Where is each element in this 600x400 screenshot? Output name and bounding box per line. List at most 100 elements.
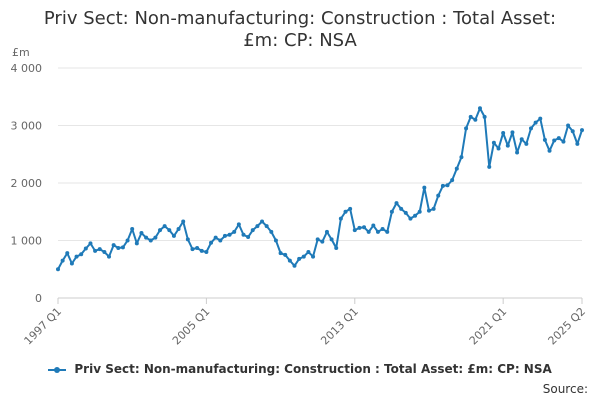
- data-point: [459, 155, 464, 160]
- data-point: [487, 164, 492, 169]
- data-point: [56, 267, 60, 272]
- data-point: [496, 146, 501, 151]
- data-point: [83, 246, 88, 251]
- data-point: [107, 254, 112, 259]
- data-point: [171, 233, 176, 238]
- data-point: [371, 223, 376, 228]
- data-point: [403, 210, 408, 215]
- data-point: [334, 245, 339, 250]
- data-point: [561, 139, 566, 144]
- data-point: [195, 245, 200, 250]
- data-point: [380, 227, 385, 231]
- data-point: [301, 254, 306, 259]
- data-point: [227, 232, 232, 237]
- data-point: [566, 123, 571, 128]
- data-point: [250, 228, 255, 233]
- y-tick-label: 3 000: [11, 120, 43, 133]
- legend-series-label: Priv Sect: Non-manufacturing: Constructi…: [74, 362, 552, 376]
- data-point: [547, 148, 552, 153]
- data-point: [389, 209, 394, 214]
- data-point: [575, 141, 580, 146]
- data-point: [329, 237, 334, 242]
- data-point: [97, 247, 102, 252]
- x-tick-label: 1997 Q1: [22, 305, 65, 348]
- data-point: [199, 248, 204, 253]
- data-point: [357, 225, 362, 230]
- data-point: [454, 166, 459, 171]
- legend-series-marker-icon: [48, 365, 67, 375]
- data-point: [505, 143, 510, 148]
- data-point: [222, 233, 227, 238]
- data-point: [204, 250, 209, 254]
- data-point: [528, 126, 533, 131]
- data-point: [292, 263, 297, 268]
- data-point: [209, 240, 214, 245]
- data-point: [158, 228, 163, 233]
- data-point: [153, 235, 158, 240]
- data-point: [417, 209, 422, 214]
- data-point: [570, 129, 575, 134]
- data-point: [65, 251, 70, 256]
- x-tick-label: 2005 Q1: [170, 305, 213, 348]
- data-point: [125, 238, 130, 243]
- data-point: [241, 232, 246, 237]
- data-point: [130, 227, 135, 231]
- y-tick-label: 2 000: [11, 177, 43, 190]
- data-point: [436, 193, 441, 198]
- data-point: [468, 114, 473, 119]
- data-point: [445, 183, 450, 188]
- data-point: [273, 238, 278, 243]
- data-point: [185, 237, 190, 242]
- data-point: [264, 224, 269, 229]
- data-point: [320, 239, 325, 244]
- data-point: [287, 258, 292, 263]
- data-point: [102, 250, 107, 254]
- y-tick-label: 4 000: [11, 62, 43, 75]
- source-label: Source:: [542, 382, 588, 396]
- data-point: [176, 227, 181, 231]
- y-tick-label: 1 000: [11, 235, 43, 248]
- data-point: [385, 229, 390, 234]
- data-point: [236, 222, 241, 227]
- data-point: [69, 261, 74, 266]
- data-point: [580, 128, 584, 133]
- data-point: [269, 229, 274, 234]
- data-point: [399, 206, 404, 211]
- data-point: [375, 229, 380, 234]
- data-point: [278, 251, 283, 256]
- data-point: [413, 213, 418, 218]
- data-point: [352, 228, 357, 233]
- data-point: [473, 117, 478, 122]
- y-tick-label: 0: [35, 292, 42, 305]
- data-point: [482, 114, 487, 119]
- data-point: [343, 209, 348, 214]
- data-point: [542, 137, 547, 142]
- data-point: [524, 141, 529, 146]
- data-point: [232, 229, 237, 234]
- data-point: [213, 235, 218, 240]
- x-tick-label: 2013 Q1: [318, 305, 361, 348]
- data-point: [408, 216, 413, 221]
- data-point: [190, 247, 195, 252]
- data-point: [538, 116, 543, 121]
- data-point: [366, 229, 371, 234]
- data-point: [501, 130, 506, 135]
- data-point: [556, 136, 561, 141]
- data-point: [515, 150, 520, 155]
- data-point: [260, 219, 265, 224]
- data-point: [162, 224, 167, 229]
- chart-title-line-1: Priv Sect: Non-manufacturing: Constructi…: [43, 8, 557, 29]
- data-point: [519, 137, 524, 142]
- data-point: [74, 254, 79, 259]
- data-point: [324, 229, 329, 234]
- data-point: [218, 238, 223, 243]
- chart-legend[interactable]: Priv Sect: Non-manufacturing: Constructi…: [0, 362, 600, 376]
- y-axis-unit-label: £m: [12, 46, 30, 59]
- data-point: [88, 241, 93, 246]
- data-point: [144, 235, 149, 240]
- data-point: [120, 245, 125, 250]
- x-tick-label: 2021 Q1: [467, 305, 510, 348]
- data-point: [338, 216, 343, 221]
- data-point: [362, 225, 367, 230]
